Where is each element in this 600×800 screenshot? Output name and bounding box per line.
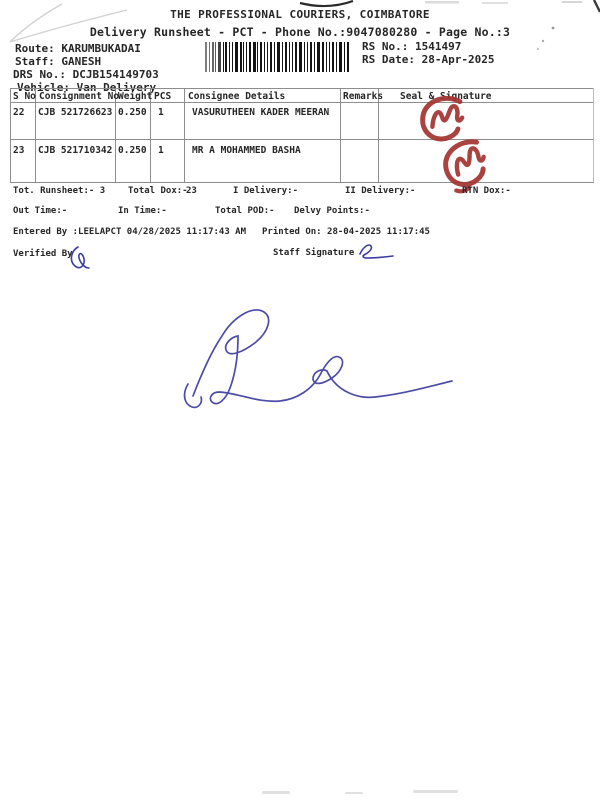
drs-no-field: DRS No.: DCJB154149703	[13, 68, 159, 81]
cell-pcs: 1	[158, 107, 164, 118]
i-delivery: I Delivery:-	[233, 186, 299, 196]
rtn-dox: RTN Dox:-	[462, 186, 511, 196]
in-time: In Time:-	[118, 206, 167, 216]
cell-sno: 22	[13, 107, 25, 118]
cell-consignee: MR A MOHAMMED BASHA	[192, 145, 301, 156]
tot-runsheet: Tot. Runsheet:- 3	[13, 186, 106, 196]
runsheet-subtitle: Delivery Runsheet - PCT - Phone No.:9047…	[89, 25, 511, 39]
scan-artifact-top	[299, 0, 600, 50]
scan-smudge	[262, 791, 290, 794]
total-dox-value: 23	[186, 186, 197, 196]
staff-field: Staff: GANESH	[15, 55, 102, 68]
out-time: Out Time:-	[13, 206, 68, 216]
ii-delivery: II Delivery:-	[345, 186, 416, 196]
rs-date-field: RS Date: 28-Apr-2025	[362, 53, 495, 66]
entered-by: Entered By :LEELAPCT 04/28/2025 11:17:43…	[13, 227, 246, 237]
col-header-pcs: PCS	[154, 91, 172, 102]
rs-no-field: RS No.: 1541497	[362, 40, 462, 53]
route-field: Route: KARUMBUKADAI	[15, 42, 141, 55]
fold-crease	[9, 3, 128, 43]
verified-by-signature	[70, 246, 90, 269]
col-header-remarks: Remarks	[343, 91, 384, 102]
barcode-icon	[205, 42, 349, 72]
scan-smudge	[345, 792, 363, 794]
seal-stamp-icon	[420, 95, 465, 142]
printed-on: Printed On: 28-04-2025 11:17:45	[262, 227, 430, 237]
vehicle-field: Vehicle: Van Delivery	[17, 81, 157, 94]
staff-signature-label: Staff Signature	[273, 248, 355, 258]
cell-sno: 23	[13, 145, 25, 156]
total-dox-label: Total Dox:-	[128, 186, 188, 196]
customer-signature	[183, 309, 453, 409]
scan-smudge	[413, 790, 458, 793]
verified-by-label: Verified By	[13, 249, 73, 259]
cell-pcs: 1	[158, 145, 164, 156]
col-header-sno: S No	[13, 91, 36, 102]
col-header-weight: Weight	[118, 91, 153, 102]
total-pod: Total POD:-	[215, 206, 275, 216]
company-title: THE PROFESSIONAL COURIERS, COIMBATORE	[170, 8, 430, 21]
cell-consignee: VASURUTHEEN KADER MEERAN	[192, 107, 330, 118]
cell-consignment: CJB 521710342	[38, 145, 113, 156]
seal-stamp-icon	[443, 139, 486, 194]
cell-weight: 0.250	[118, 145, 147, 156]
cell-consignment: CJB 521726623	[38, 107, 113, 118]
col-header-consignee: Consignee Details	[188, 91, 286, 102]
col-header-consignment: Consignment No	[39, 91, 120, 102]
cell-weight: 0.250	[118, 107, 147, 118]
delvy-points: Delvy Points:-	[294, 206, 370, 216]
staff-signature-scribble	[359, 244, 394, 259]
